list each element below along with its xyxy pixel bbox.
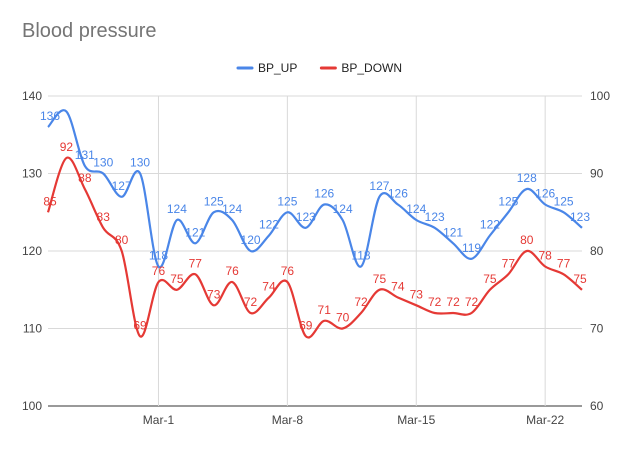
data-label-bp-down: 85 xyxy=(43,194,57,208)
data-label-bp-up: 126 xyxy=(388,187,408,201)
data-label-bp-down: 72 xyxy=(244,295,258,309)
data-label-bp-down: 73 xyxy=(410,287,424,301)
y-left-tick-label: 140 xyxy=(22,89,42,103)
data-label-bp-down: 75 xyxy=(483,272,497,286)
data-label-bp-down: 75 xyxy=(573,272,587,286)
data-label-bp-up: 131 xyxy=(75,148,95,162)
data-label-bp-up: 127 xyxy=(369,179,389,193)
series-line-bp-down xyxy=(46,156,583,339)
data-label-bp-up: 127 xyxy=(112,179,132,193)
data-label-bp-down: 76 xyxy=(152,264,166,278)
data-label-bp-up: 118 xyxy=(351,249,370,263)
data-label-bp-up: 122 xyxy=(480,218,500,232)
chart-title: Blood pressure xyxy=(22,20,157,42)
data-label-bp-up: 124 xyxy=(167,202,187,216)
data-label-bp-up: 136 xyxy=(40,109,60,123)
y-left-tick-label: 120 xyxy=(22,244,42,258)
data-label-bp-up: 125 xyxy=(554,194,574,208)
data-label-bp-up: 120 xyxy=(241,233,261,247)
data-label-bp-up: 122 xyxy=(259,218,279,232)
data-label-bp-down: 69 xyxy=(133,318,147,332)
y-right-tick-label: 90 xyxy=(590,167,604,181)
data-label-bp-up: 123 xyxy=(570,210,590,224)
y-left-tick-label: 130 xyxy=(22,167,42,181)
data-label-bp-down: 73 xyxy=(207,287,221,301)
data-label-bp-up: 126 xyxy=(314,187,334,201)
x-tick-label: Mar-22 xyxy=(526,413,564,427)
data-label-bp-down: 77 xyxy=(189,256,203,270)
legend-label-bp-up: BP_UP xyxy=(258,61,297,75)
data-label-bp-up: 124 xyxy=(222,202,242,216)
data-label-bp-up: 130 xyxy=(130,156,150,170)
x-tick-label: Mar-15 xyxy=(397,413,435,427)
data-label-bp-up: 123 xyxy=(296,210,316,224)
data-label-bp-up: 124 xyxy=(333,202,353,216)
data-label-bp-up: 121 xyxy=(185,225,205,239)
data-label-bp-down: 92 xyxy=(60,140,74,154)
data-label-bp-down: 80 xyxy=(115,233,129,247)
y-right-tick-label: 80 xyxy=(590,244,604,258)
data-label-bp-up: 118 xyxy=(149,249,168,263)
y-left-tick-label: 110 xyxy=(23,322,42,336)
data-label-bp-down: 72 xyxy=(465,295,479,309)
data-label-bp-up: 125 xyxy=(498,194,518,208)
data-label-bp-up: 125 xyxy=(277,194,297,208)
data-label-bp-up: 126 xyxy=(535,187,555,201)
data-label-bp-down: 75 xyxy=(373,272,387,286)
data-label-bp-down: 83 xyxy=(97,210,111,224)
data-label-bp-down: 74 xyxy=(391,280,405,294)
data-label-bp-up: 121 xyxy=(443,225,463,239)
data-label-bp-down: 76 xyxy=(225,264,239,278)
series-line-bp-up xyxy=(47,109,583,269)
data-label-bp-up: 124 xyxy=(406,202,426,216)
data-label-bp-up: 130 xyxy=(93,156,113,170)
data-label-bp-down: 69 xyxy=(299,318,313,332)
y-right-tick-label: 100 xyxy=(590,89,610,103)
data-label-bp-down: 72 xyxy=(428,295,442,309)
legend-label-bp-down: BP_DOWN xyxy=(341,61,402,75)
data-label-bp-down: 71 xyxy=(318,303,332,317)
x-tick-label: Mar-8 xyxy=(272,413,304,427)
y-right-tick-label: 60 xyxy=(590,399,604,413)
data-label-bp-up: 128 xyxy=(517,171,537,185)
data-label-bp-down: 88 xyxy=(78,171,92,185)
data-label-bp-down: 70 xyxy=(336,311,350,325)
data-label-bp-up: 123 xyxy=(425,210,445,224)
y-right-tick-label: 70 xyxy=(590,322,604,336)
data-label-bp-down: 74 xyxy=(262,280,276,294)
data-label-bp-down: 77 xyxy=(502,256,516,270)
data-label-bp-down: 80 xyxy=(520,233,534,247)
data-label-bp-down: 77 xyxy=(557,256,571,270)
data-label-bp-up: 125 xyxy=(204,194,224,208)
data-label-bp-down: 78 xyxy=(538,249,552,263)
data-label-bp-down: 76 xyxy=(281,264,295,278)
data-label-bp-down: 72 xyxy=(446,295,460,309)
data-label-bp-down: 75 xyxy=(170,272,184,286)
data-label-bp-up: 119 xyxy=(462,241,481,255)
x-tick-label: Mar-1 xyxy=(143,413,175,427)
y-left-tick-label: 100 xyxy=(22,399,42,413)
data-label-bp-down: 72 xyxy=(354,295,368,309)
